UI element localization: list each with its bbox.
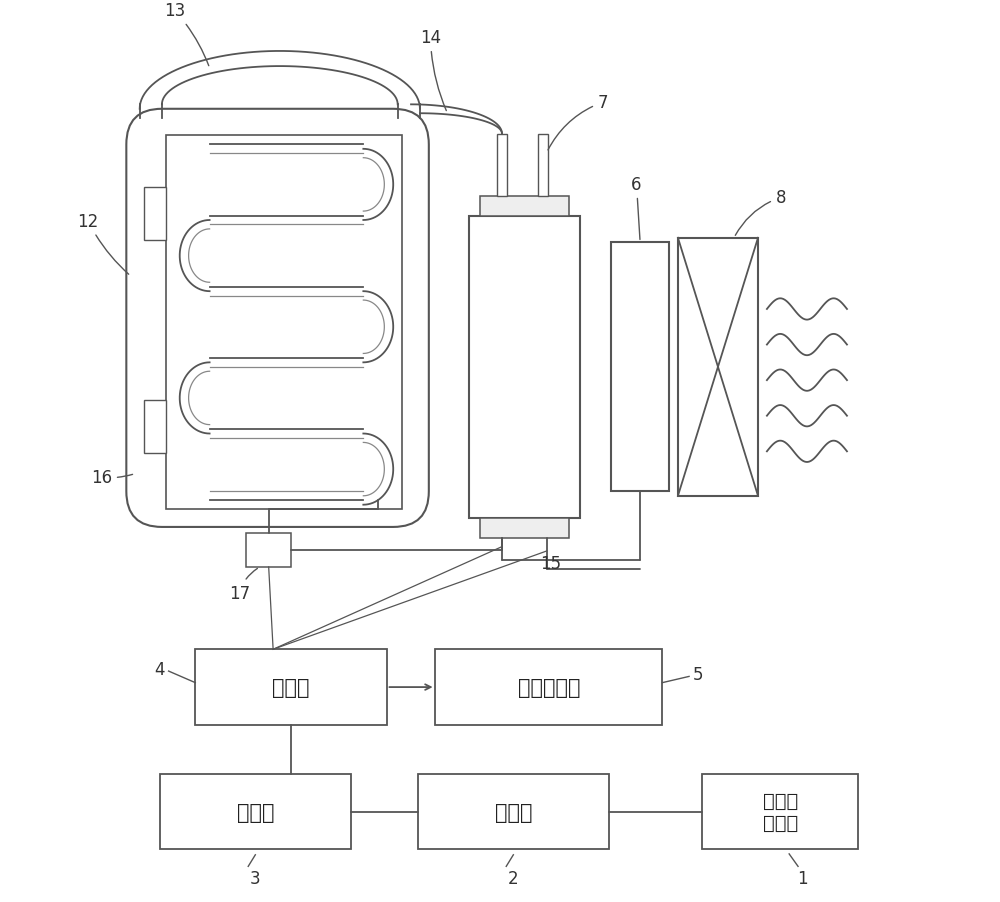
- Text: 逆变器: 逆变器: [495, 802, 532, 822]
- FancyBboxPatch shape: [469, 216, 580, 519]
- Text: 2: 2: [508, 869, 519, 887]
- FancyBboxPatch shape: [160, 774, 351, 850]
- FancyBboxPatch shape: [246, 534, 291, 567]
- FancyBboxPatch shape: [480, 197, 569, 216]
- FancyBboxPatch shape: [435, 649, 662, 725]
- Text: 7: 7: [548, 94, 608, 151]
- Text: 太阳能
电池组: 太阳能 电池组: [763, 791, 798, 833]
- Text: 蓄电池: 蓄电池: [237, 802, 274, 822]
- FancyBboxPatch shape: [497, 134, 507, 197]
- FancyBboxPatch shape: [418, 774, 609, 850]
- Text: 13: 13: [164, 3, 209, 67]
- Text: 8: 8: [735, 189, 786, 236]
- Text: 6: 6: [631, 176, 642, 240]
- FancyBboxPatch shape: [166, 136, 402, 510]
- Text: 1: 1: [797, 869, 808, 887]
- Text: 温度传感器: 温度传感器: [518, 677, 580, 697]
- FancyBboxPatch shape: [611, 243, 669, 492]
- Text: 3: 3: [250, 869, 261, 887]
- FancyBboxPatch shape: [144, 400, 166, 454]
- Text: 温控器: 温控器: [272, 677, 310, 697]
- FancyBboxPatch shape: [480, 519, 569, 538]
- Text: 12: 12: [77, 213, 129, 275]
- Text: 5: 5: [693, 665, 703, 683]
- FancyBboxPatch shape: [678, 238, 758, 496]
- Text: 4: 4: [154, 660, 165, 678]
- FancyBboxPatch shape: [126, 110, 429, 528]
- FancyBboxPatch shape: [144, 188, 166, 241]
- Text: 17: 17: [229, 569, 257, 603]
- Text: 14: 14: [420, 29, 446, 112]
- Text: 15: 15: [540, 554, 561, 572]
- FancyBboxPatch shape: [195, 649, 387, 725]
- Text: 16: 16: [91, 469, 133, 487]
- FancyBboxPatch shape: [538, 134, 548, 197]
- FancyBboxPatch shape: [702, 774, 858, 850]
